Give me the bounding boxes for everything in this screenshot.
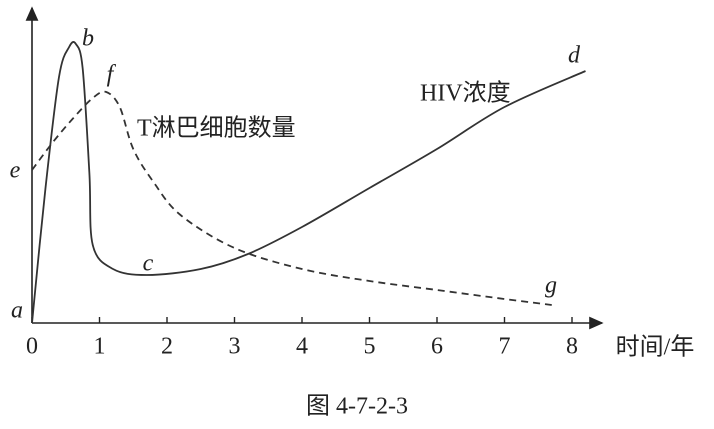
point-letter: d [568, 43, 581, 69]
series-line [31, 90, 552, 306]
point-letter: e [10, 158, 21, 184]
x-tick-label: 0 [26, 334, 38, 360]
x-axis-label: 时间/年 [616, 334, 695, 361]
x-tick-label: 3 [229, 334, 241, 360]
point-letter: a [11, 298, 23, 324]
x-tick-label: 5 [364, 334, 376, 360]
point-letter: f [107, 62, 117, 88]
series-label: HIV浓度 [420, 80, 511, 107]
series-label: T淋巴细胞数量 [137, 115, 296, 142]
point-letter: b [82, 26, 94, 52]
point-letter: c [143, 251, 154, 277]
x-tick-label: 6 [431, 334, 443, 360]
series-line [31, 41, 586, 324]
x-tick-label: 1 [94, 334, 106, 360]
point-letter: g [545, 273, 557, 299]
x-tick-label: 4 [296, 334, 308, 360]
x-tick-label: 8 [566, 334, 578, 360]
caption: 图 4-7-2-3 [306, 394, 408, 420]
x-tick-label: 2 [161, 334, 173, 360]
x-tick-label: 7 [499, 334, 511, 360]
